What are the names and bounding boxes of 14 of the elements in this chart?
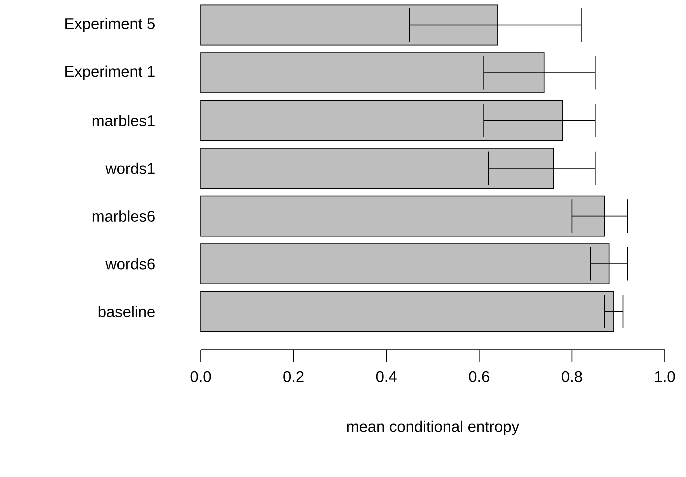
y-tick-label: Experiment 5 [66,18,155,32]
y-tick-label: marbles6 [92,210,155,222]
y-tick-label: Experiment 1 [66,66,155,80]
y-tick-label: baseline [98,306,155,318]
x-tick-label: 0.4 [376,371,397,382]
y-tick-label: words1 [106,162,155,174]
x-tick-label: 0.6 [469,371,490,382]
x-axis-title: mean conditional entropy [347,420,520,436]
x-tick-label: 0.8 [562,371,582,382]
x-tick-label: 1.0 [655,371,676,382]
x-tick-label: 0.0 [190,371,212,382]
y-tick-label: marbles1 [92,115,155,126]
y-tick-label: words6 [106,258,155,270]
x-tick-label: 0.2 [284,371,304,382]
